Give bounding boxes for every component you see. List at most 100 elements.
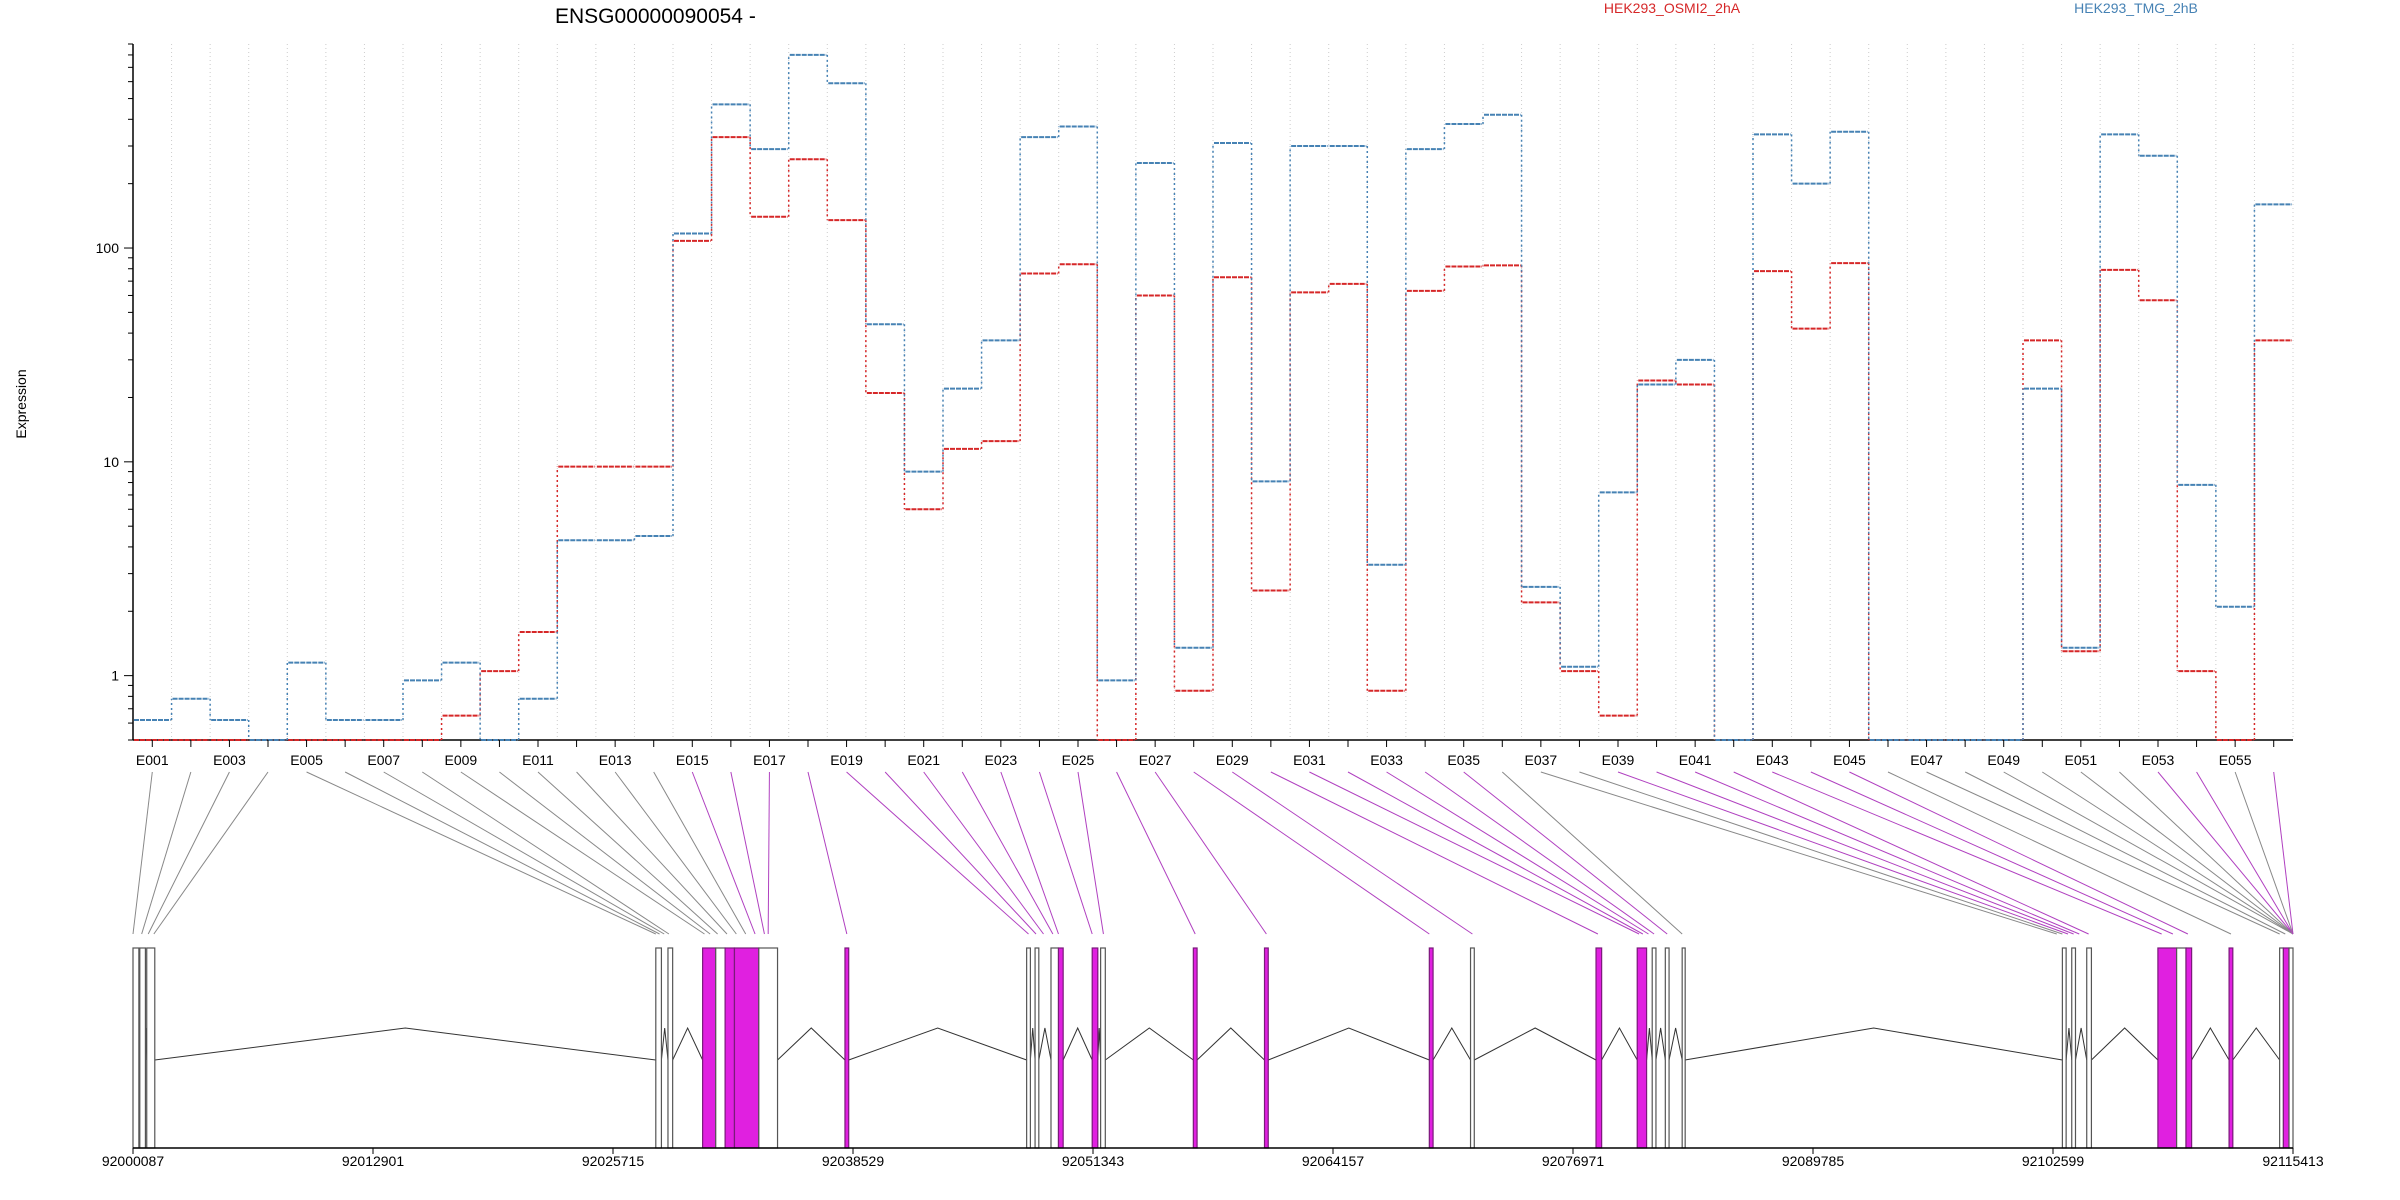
exon-box (139, 947, 147, 1149)
x-tick-label: E043 (1756, 752, 1789, 768)
intron-line (1038, 1027, 1052, 1061)
intron-line (2232, 1027, 2281, 1061)
exon-box (2086, 947, 2093, 1149)
exon-connector (614, 771, 737, 935)
exon-box-highlighted (2157, 947, 2178, 1149)
exon-box-highlighted (1428, 947, 1434, 1149)
exon-connector (1270, 771, 1599, 935)
x-tick-label: E041 (1679, 752, 1712, 768)
exon-connector (846, 771, 1029, 935)
x-tick-label: E047 (1910, 752, 1943, 768)
exon-connector (344, 771, 660, 935)
exon-connector (691, 771, 756, 935)
exon-connector (383, 771, 665, 935)
exon-connector (1772, 771, 2162, 935)
intron-line (1655, 1027, 1666, 1061)
exon-connector (1386, 771, 1649, 935)
exon-connector (1232, 771, 1473, 935)
exon-connector (1579, 771, 2063, 935)
exon-connector (1116, 771, 1196, 935)
x-tick-label: E011 (522, 752, 554, 768)
exon-box (2061, 947, 2067, 1149)
exon-connector (1617, 771, 2069, 935)
exon-connector (767, 771, 770, 935)
intron-line (777, 1027, 846, 1061)
exon-connector (422, 771, 670, 935)
exon-connector (2003, 771, 2294, 935)
x-tick-label: E005 (290, 752, 323, 768)
intron-line (1432, 1027, 1471, 1061)
y-axis-label: Expression (13, 369, 29, 438)
exon-connector (1309, 771, 1640, 935)
exon-box (132, 947, 140, 1149)
coordinate-tick-label: 92025715 (582, 1153, 645, 1169)
axes: 1 10 100 (96, 43, 2293, 741)
intron-line (154, 1027, 656, 1061)
exon-connector (1887, 771, 2232, 935)
y-tick-label: 100 (96, 240, 120, 256)
exon-box-highlighted (724, 947, 736, 1149)
exon-connector (1733, 771, 2089, 935)
x-tick-label: E055 (2219, 752, 2252, 768)
exon-box-highlighted (702, 947, 717, 1149)
x-tick-label: E033 (1370, 752, 1403, 768)
exon-connector (1501, 771, 1683, 935)
coordinate-tick-label: 92089785 (1782, 1153, 1845, 1169)
exon-connector (1926, 771, 2280, 935)
exon-box (667, 947, 674, 1149)
intron-line (1646, 1027, 1653, 1061)
exon-connector (1424, 771, 1655, 935)
exon-box (2288, 947, 2294, 1149)
exon-connector (153, 771, 269, 935)
exon-connector (460, 771, 705, 935)
intron-line (2191, 1027, 2230, 1061)
coordinate-tick-label: 92115413 (2262, 1153, 2323, 1169)
intron-line (2091, 1027, 2159, 1061)
exon-connector (653, 771, 747, 935)
exon-box-highlighted (1595, 947, 1603, 1149)
exon-box (1050, 947, 1060, 1149)
exon-connector (1656, 771, 2074, 935)
x-tick-label: E019 (830, 752, 863, 768)
chart-title: ENSG00000090054 - (555, 5, 756, 28)
intron-line (1029, 1027, 1036, 1061)
exon-connector (537, 771, 718, 935)
coordinate-tick-label: 92000087 (102, 1153, 165, 1169)
gene-structure-track (132, 947, 2294, 1149)
exon-connector (1193, 771, 1430, 935)
coordinate-tick-label: 92064157 (1302, 1153, 1365, 1169)
exon-connector (1077, 771, 1104, 935)
exon-box-highlighted (2185, 947, 2193, 1149)
exon-box (1681, 947, 1686, 1149)
exon-box-highlighted (1263, 947, 1269, 1149)
x-tick-label: E009 (445, 752, 478, 768)
x-tick-label: E049 (1987, 752, 2020, 768)
exon-connector (2119, 771, 2294, 935)
exon-box (1469, 947, 1475, 1149)
x-tick-label: E015 (676, 752, 709, 768)
exon-box (758, 947, 779, 1149)
intron-line (2075, 1027, 2088, 1061)
intron-line (672, 1026, 704, 1061)
exon-connector (1347, 771, 1644, 935)
x-tick-label: E051 (2065, 752, 2098, 768)
genomic-coordinate-axis: 92000087 92012901 92025715 92038529 92051343… (102, 1147, 2324, 1169)
series-2 (134, 53, 2292, 741)
exon-connector (499, 771, 711, 935)
x-tick-label: E029 (1216, 752, 1249, 768)
exon-box (2071, 947, 2077, 1149)
exon-connector (576, 771, 728, 935)
intron-line (2065, 1027, 2073, 1061)
intron-line (660, 1027, 669, 1061)
exon-box-highlighted (2282, 947, 2290, 1149)
exon-connector (1694, 771, 2080, 935)
exon-box-highlighted (844, 947, 850, 1149)
y-tick-label: 10 (103, 454, 119, 470)
exon-connector (1849, 771, 2189, 935)
exon-box (1664, 947, 1670, 1149)
legend-series-1: HEK293_OSMI2_2hA (1604, 0, 1741, 16)
exon-connector (1810, 771, 2174, 935)
exon-connector (1038, 771, 1093, 935)
exon-connector (141, 771, 192, 935)
exon-box-highlighted (1636, 947, 1648, 1149)
